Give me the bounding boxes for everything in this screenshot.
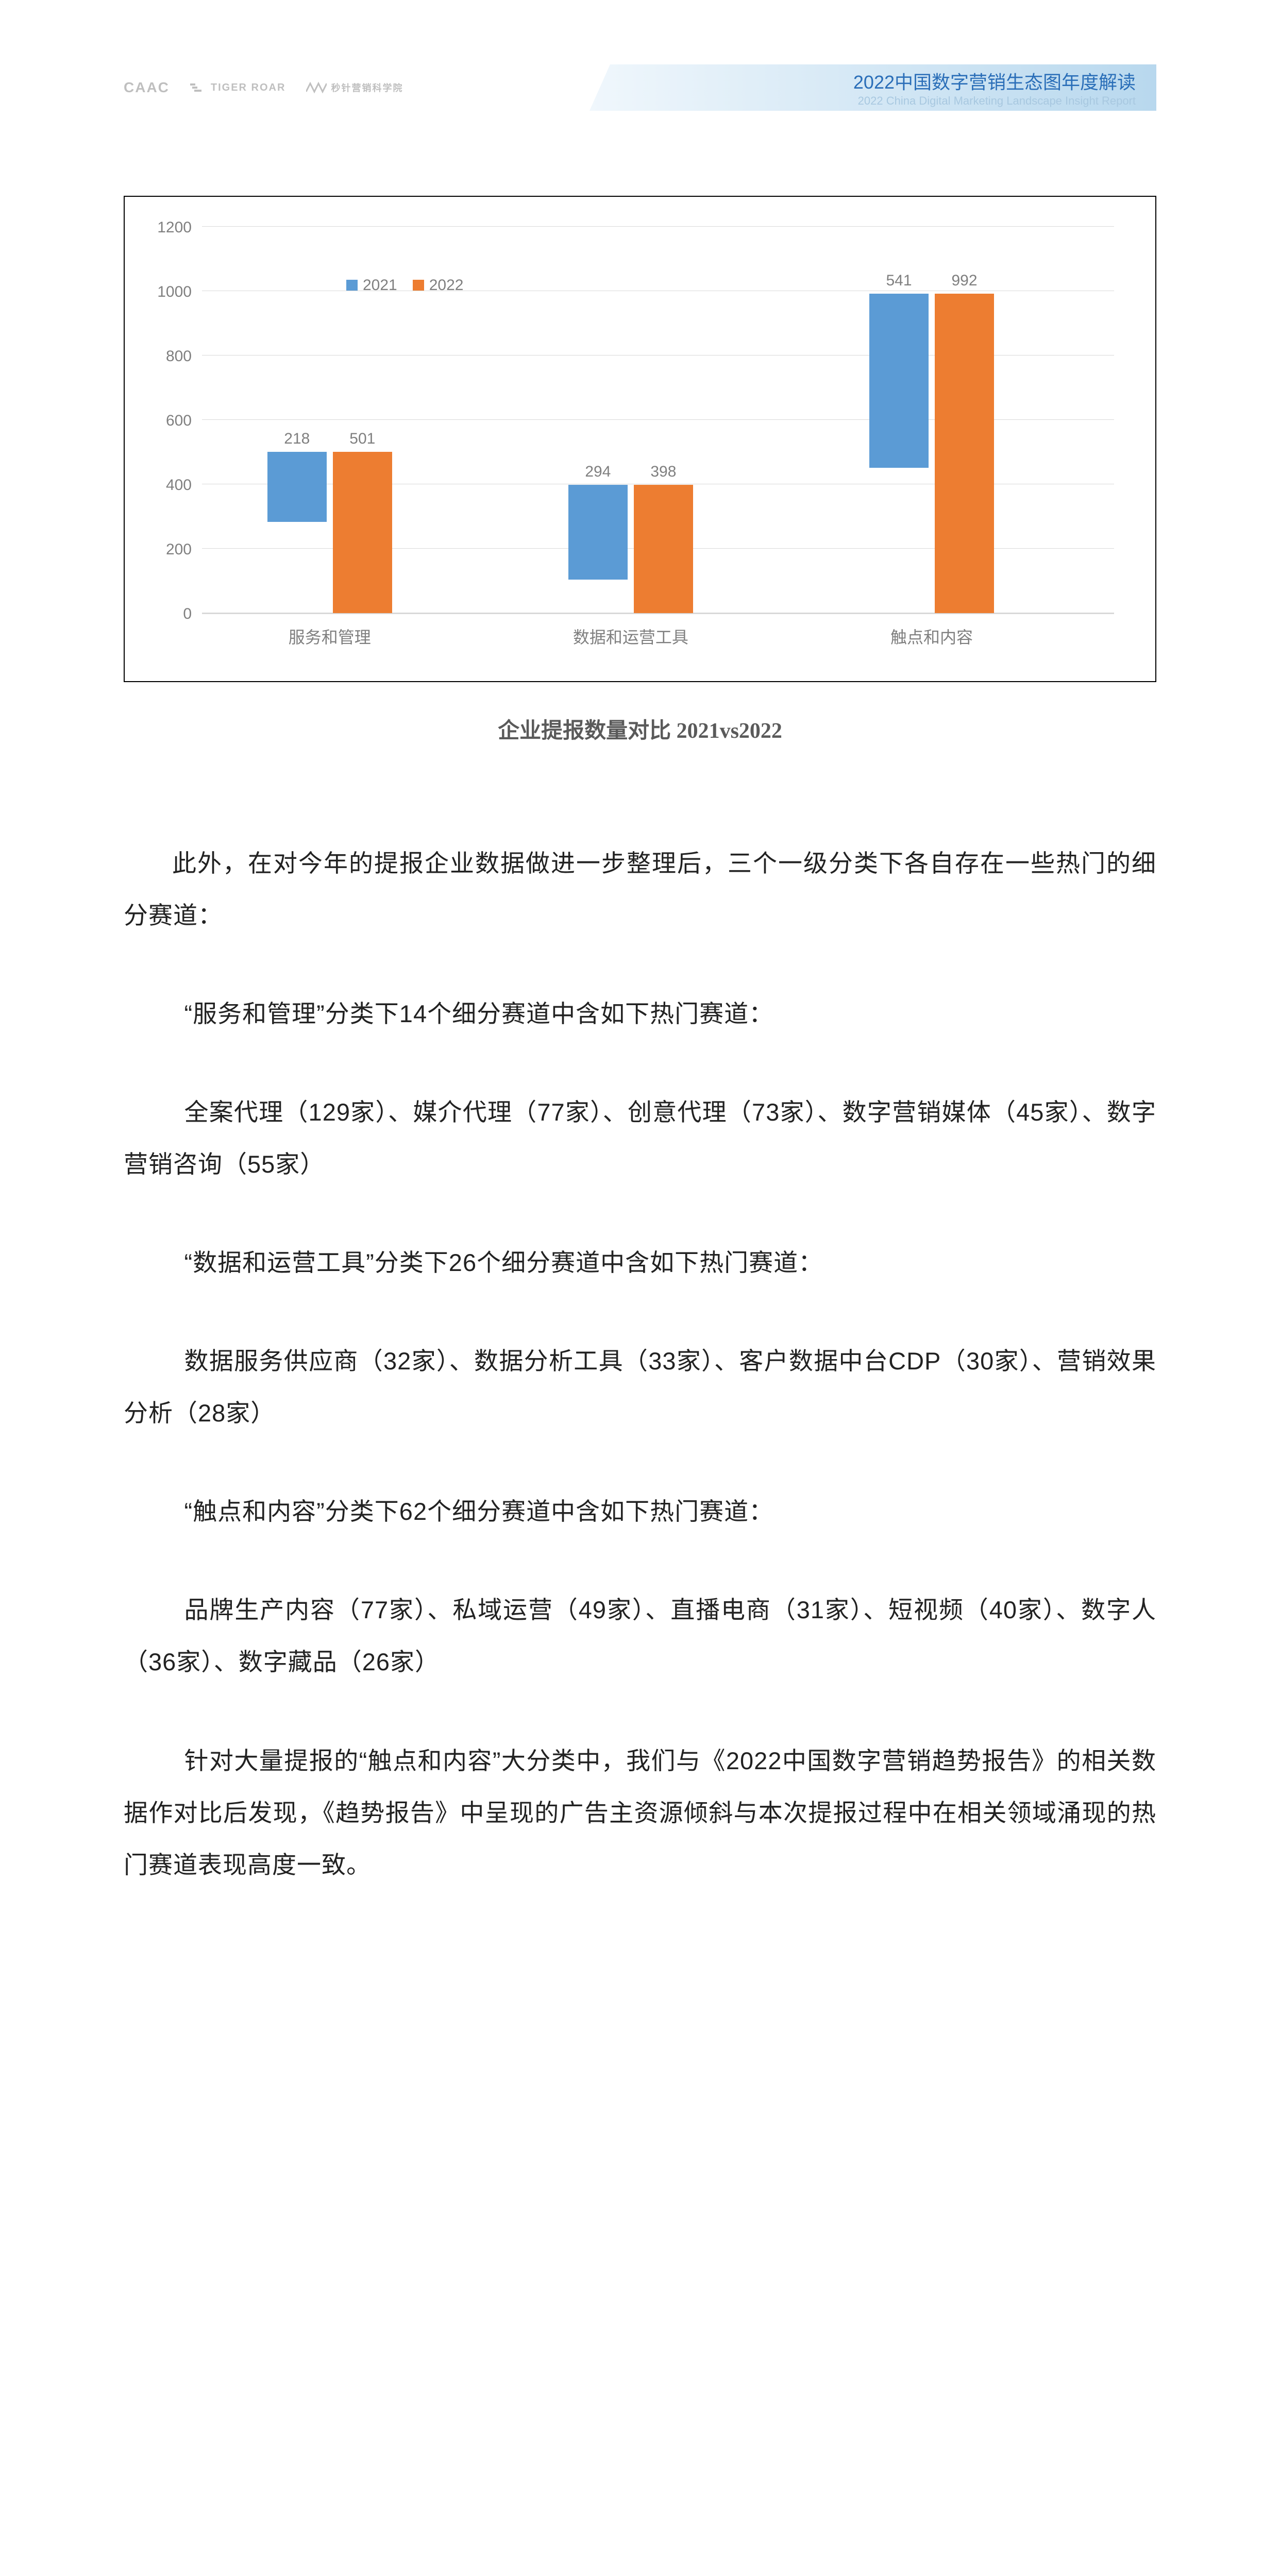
bar-value-label: 398 — [650, 463, 676, 481]
chart-container: 020040060080010001200 2021 2022 21850129… — [124, 196, 1156, 682]
x-axis-labels: 服务和管理 数据和运营工具 触点和内容 — [202, 624, 1114, 650]
y-tick: 200 — [166, 541, 192, 558]
bar-value-label: 294 — [585, 463, 611, 481]
y-tick: 800 — [166, 348, 192, 365]
bar-value-label: 992 — [951, 272, 977, 290]
chart-area: 020040060080010001200 2021 2022 21850129… — [145, 228, 1114, 614]
bar: 541 — [869, 294, 929, 468]
paragraph-8: 针对大量提报的“触点和内容”大分类中，我们与《2022中国数字营销趋势报告》的相… — [124, 1735, 1156, 1891]
logo-tiger-text: TIGER ROAR — [211, 82, 286, 93]
logo-third-text: 秒针营销科学院 — [331, 81, 403, 94]
bar-value-label: 501 — [349, 430, 375, 448]
paragraph-6: “触点和内容”分类下62个细分赛道中含如下热门赛道： — [124, 1485, 1156, 1537]
legend-swatch-2021 — [346, 280, 358, 291]
paragraph-1: 此外，在对今年的提报企业数据做进一步整理后，三个一级分类下各自存在一些热门的细分… — [124, 837, 1156, 941]
content: 此外，在对今年的提报企业数据做进一步整理后，三个一级分类下各自存在一些热门的细分… — [0, 837, 1280, 1891]
chart-caption: 企业提报数量对比 2021vs2022 — [0, 713, 1280, 744]
logo-third: 秒针营销科学院 — [306, 81, 403, 94]
paragraph-4: “数据和运营工具”分类下26个细分赛道中含如下热门赛道： — [124, 1236, 1156, 1289]
logo-tiger: TIGER ROAR — [190, 79, 286, 96]
y-tick: 600 — [166, 412, 192, 430]
bar-value-label: 541 — [886, 272, 912, 290]
header: CAAC TIGER ROAR 秒针营销科学院 2022中国数字营销生态图年度解… — [0, 0, 1280, 124]
tiger-icon — [190, 79, 207, 96]
bar-group: 294398 — [568, 485, 693, 613]
y-tick: 400 — [166, 477, 192, 494]
header-logos: CAAC TIGER ROAR 秒针营销科学院 — [124, 79, 403, 96]
plot-area: 2021 2022 218501294398541992 — [202, 228, 1114, 614]
y-axis: 020040060080010001200 — [145, 228, 202, 614]
legend-label-2022: 2022 — [429, 277, 464, 294]
bar: 294 — [568, 485, 628, 580]
legend-label-2021: 2021 — [363, 277, 397, 294]
paragraph-5: 数据服务供应商（32家）、数据分析工具（33家）、客户数据中台CDP（30家）、… — [124, 1335, 1156, 1439]
x-axis-label: 触点和内容 — [890, 624, 973, 648]
page: CAAC TIGER ROAR 秒针营销科学院 2022中国数字营销生态图年度解… — [0, 0, 1280, 2092]
zigzag-icon — [306, 81, 327, 94]
gridline — [202, 226, 1114, 227]
bar-group: 541992 — [869, 294, 994, 613]
bar-group: 218501 — [267, 452, 392, 613]
logo-caac: CAAC — [124, 79, 170, 96]
header-banner: 2022中国数字营销生态图年度解读 2022 China Digital Mar… — [590, 64, 1156, 111]
bar-value-label: 218 — [284, 430, 310, 448]
legend-swatch-2022 — [413, 280, 424, 291]
paragraph-3: 全案代理（129家）、媒介代理（77家）、创意代理（73家）、数字营销媒体（45… — [124, 1086, 1156, 1190]
y-tick: 0 — [183, 605, 192, 623]
legend-item-2021: 2021 — [346, 277, 397, 294]
bar: 398 — [634, 485, 693, 613]
header-title-cn: 2022中国数字营销生态图年度解读 — [853, 67, 1136, 94]
bar: 218 — [267, 452, 327, 522]
paragraph-7: 品牌生产内容（77家）、私域运营（49家）、直播电商（31家）、短视频（40家）… — [124, 1584, 1156, 1688]
legend-item-2022: 2022 — [413, 277, 464, 294]
paragraph-2: “服务和管理”分类下14个细分赛道中含如下热门赛道： — [124, 988, 1156, 1040]
bar: 992 — [935, 294, 994, 613]
header-title-en: 2022 China Digital Marketing Landscape I… — [858, 94, 1136, 108]
y-tick: 1000 — [157, 283, 192, 301]
y-tick: 1200 — [157, 219, 192, 236]
chart-legend: 2021 2022 — [346, 277, 464, 294]
x-axis-label: 服务和管理 — [289, 624, 371, 648]
x-axis-label: 数据和运营工具 — [573, 624, 688, 648]
bar: 501 — [333, 452, 392, 613]
